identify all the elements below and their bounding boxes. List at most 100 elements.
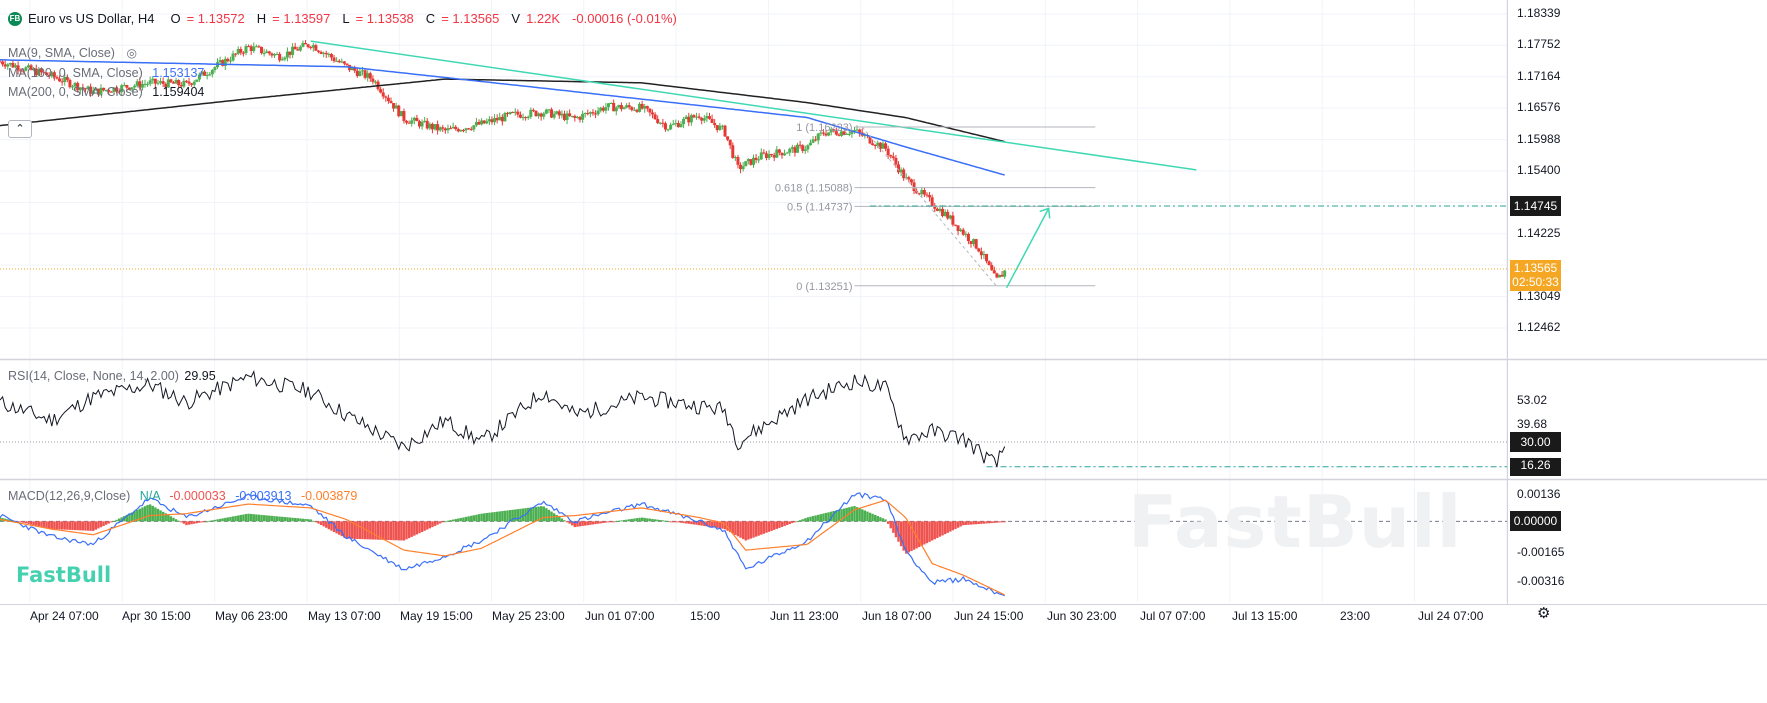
eye-hidden-icon[interactable]: ◎ (126, 46, 137, 60)
candle-down (288, 51, 292, 55)
candle-down (239, 48, 243, 53)
candle-down (441, 127, 445, 129)
candle-down (257, 46, 261, 48)
candle-down (81, 87, 85, 89)
candle-down (34, 68, 38, 76)
macd-hist-bar-down (47, 521, 51, 529)
macd-hist-bar-down (198, 521, 201, 523)
candle-up (544, 109, 548, 114)
time-axis-tick: May 13 07:00 (308, 609, 381, 623)
macd-hist-bar-up (534, 506, 538, 522)
candle-down (397, 105, 401, 117)
macd-hist-bar-up (9, 519, 12, 522)
ma200-line (0, 78, 1005, 143)
candle-down (627, 105, 631, 108)
macd-legend[interactable]: MACD(12,26,9,Close) N/A -0.000033 -0.003… (8, 489, 357, 503)
ma100-legend[interactable]: MA(100, 0, SMA, Close) 1.153137 (8, 66, 204, 80)
macd-hist-bar-down (55, 521, 59, 530)
candle-down (425, 120, 429, 129)
candle-down (969, 241, 973, 245)
price-axis-tick: 1.15988 (1517, 131, 1561, 146)
candle-down (979, 251, 983, 256)
macd-hist-bar-down (982, 521, 986, 524)
settings-gear-icon[interactable]: ⚙ (1537, 605, 1551, 622)
macd-hist-bar-up (288, 517, 292, 522)
macd-hist-bar-down (426, 521, 429, 530)
candle-down (68, 79, 72, 88)
rsi-value: 29.95 (184, 369, 216, 383)
macd-hist-bar-up (462, 517, 465, 522)
macd-hist-bar-up (648, 518, 652, 522)
macd-hist-bar-down (394, 521, 398, 541)
macd-label: MACD(12,26,9,Close) (8, 489, 131, 503)
macd-hist-bar-up (514, 509, 517, 522)
symbol-name[interactable]: Euro vs US Dollar, H4 (28, 11, 155, 26)
candle-down (995, 273, 999, 278)
candle-up (752, 157, 755, 165)
volume-value: 1.22K (526, 11, 561, 26)
macd-hist-bar-up (167, 514, 170, 522)
candle-down (764, 153, 768, 159)
candle-down (933, 205, 937, 209)
macd-hist-bar-up (498, 511, 501, 522)
macd-hist-bar-down (190, 521, 193, 525)
candle-down (430, 123, 434, 130)
macd-hist-bar-down (60, 521, 64, 530)
candle-down (824, 133, 828, 136)
macd-hist-bar-down (431, 521, 434, 528)
candle-up (959, 229, 963, 232)
macd-hist-bar-up (858, 508, 861, 522)
macd-hist-bar-down (22, 521, 25, 523)
ma200-legend[interactable]: MA(200, 0, SMA, Close) 1.159404 (8, 85, 204, 99)
candle-down (837, 134, 841, 136)
candle-up (423, 120, 427, 122)
macd-hist-bar-down (589, 521, 592, 525)
candle-up (964, 233, 968, 235)
macd-hist-bar-down (700, 521, 703, 526)
macd-hist-bar-down (941, 521, 944, 536)
macd-hist-bar-up (519, 508, 522, 522)
symbol-header: FB Euro vs US Dollar, H4 O = 1.13572 H = 1… (8, 11, 683, 26)
macd-hist-bar-up (630, 518, 634, 522)
bar-countdown: 02:50:33 (1512, 275, 1559, 290)
macd-hist-bar-down (37, 521, 41, 527)
macd-hist-bar-up (806, 517, 810, 522)
macd-hist-bar-up (506, 510, 509, 522)
candle-up (850, 130, 854, 134)
high-value: = 1.13597 (272, 11, 331, 26)
macd-hist-bar-up (798, 520, 802, 522)
macd-hist-bar-up (638, 517, 641, 522)
candle-down (117, 91, 121, 93)
macd-hist-bar-up (231, 516, 235, 522)
macd-hist-bar-down (905, 521, 908, 554)
macd-hist-bar-down (335, 521, 338, 534)
candle-down (723, 125, 727, 137)
candle-up (340, 61, 344, 63)
collapse-legend-button[interactable]: ⌃ (8, 120, 32, 138)
candle-up (174, 80, 178, 84)
candle-down (601, 107, 605, 111)
macd-hist-bar-down (682, 521, 685, 524)
candle-down (179, 85, 183, 87)
candle-down (16, 65, 20, 71)
time-axis-tick: 23:00 (1340, 609, 1371, 623)
macd-hist-bar-down (363, 521, 367, 540)
candle-down (907, 177, 911, 180)
macd-hist-bar-down (987, 521, 991, 524)
macd-hist-bar-up (625, 519, 628, 522)
candle-down (511, 112, 515, 114)
candle-up (733, 157, 737, 159)
candle-up (811, 139, 815, 143)
macd-hist-bar-up (312, 520, 315, 522)
rsi-legend[interactable]: RSI(14, Close, None, 14, 2.00) 29.95 (8, 369, 216, 383)
ma9-legend[interactable]: MA(9, SMA, Close) ◎ (8, 46, 137, 60)
macd-hist-bar-up (832, 511, 835, 522)
macd-hist-bar-down (361, 521, 364, 540)
macd-hist-bar-down (920, 521, 924, 546)
macd-hist-bar-up (879, 517, 882, 522)
macd-hist-bar-down (99, 521, 103, 528)
macd-hist-bar-up (293, 517, 297, 522)
macd-hist-bar-down (428, 521, 432, 529)
candle-up (552, 113, 556, 118)
